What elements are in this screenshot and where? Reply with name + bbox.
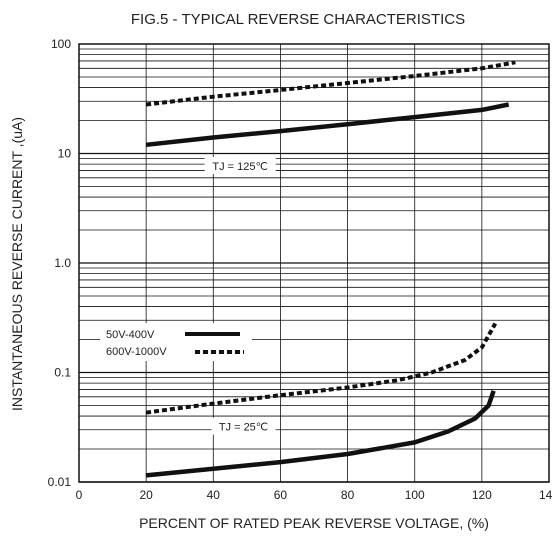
x-tick-label: 60 bbox=[274, 488, 288, 502]
y-tick-label: 1.0 bbox=[54, 256, 71, 270]
legend-label-solid: 50V-400V bbox=[106, 329, 155, 341]
x-tick-label: 120 bbox=[472, 488, 492, 502]
annotation-background bbox=[204, 156, 276, 174]
grid bbox=[79, 44, 549, 483]
data-series bbox=[145, 60, 516, 478]
legend-box bbox=[100, 323, 252, 361]
plot-frame bbox=[78, 43, 550, 483]
series-line-solid-1 bbox=[145, 102, 510, 148]
y-axis-label: INSTANTANEOUS REVERSE CURRENT ,(uA) bbox=[9, 117, 25, 411]
y-tick-label: 0.1 bbox=[54, 366, 71, 380]
x-tick-label: 100 bbox=[405, 488, 425, 502]
annotation-label: TJ = 125℃ bbox=[212, 161, 267, 173]
annotation-label: TJ = 25℃ bbox=[219, 422, 268, 434]
x-tick-label: 140 bbox=[539, 488, 552, 502]
y-tick-label: 10 bbox=[58, 147, 72, 161]
series-line-solid-3 bbox=[145, 390, 496, 478]
x-tick-label: 40 bbox=[207, 488, 221, 502]
x-tick-label: 20 bbox=[139, 488, 153, 502]
legend-label-dashed: 600V-1000V bbox=[106, 346, 167, 358]
x-tick-label: 0 bbox=[76, 488, 83, 502]
series-line-dashed-0 bbox=[145, 60, 516, 107]
y-tick-labels: 100 10 1.0 0.1 0.01 bbox=[48, 37, 72, 489]
legend: 50V-400V 600V-1000V bbox=[100, 323, 252, 361]
series-line-dashed-2 bbox=[145, 322, 498, 415]
x-axis-label: PERCENT OF RATED PEAK REVERSE VOLTAGE, (… bbox=[139, 515, 489, 531]
chart-title: FIG.5 - TYPICAL REVERSE CHARACTERISTICS bbox=[131, 11, 465, 28]
x-tick-label: 80 bbox=[341, 488, 355, 502]
x-tick-labels: 0 20 40 60 80 100 120 140 bbox=[76, 488, 552, 502]
annotations: TJ = 125℃ TJ = 25℃ bbox=[204, 156, 276, 435]
y-tick-label: 100 bbox=[51, 37, 71, 51]
y-tick-label: 0.01 bbox=[48, 475, 72, 489]
annotation-background bbox=[211, 417, 276, 435]
